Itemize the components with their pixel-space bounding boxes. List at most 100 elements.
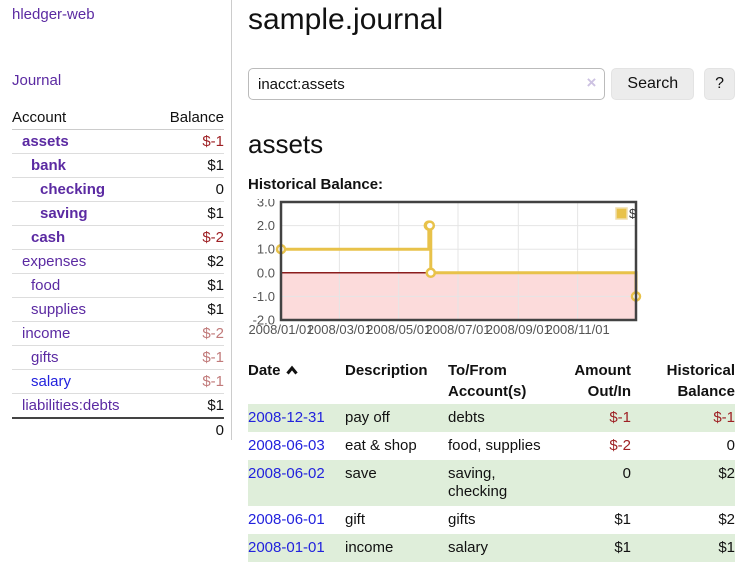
y-axis-tick-label: 2.0 bbox=[257, 218, 275, 233]
account-balance: $1 bbox=[152, 393, 224, 418]
transaction-row: 2008-01-01 income salary $1 $1 bbox=[248, 534, 735, 562]
account-row: supplies $1 bbox=[12, 297, 224, 322]
register-column-header: Date bbox=[248, 358, 345, 404]
transaction-accounts-cell: food, supplies bbox=[448, 437, 541, 454]
page-title: sample.journal bbox=[248, 3, 444, 36]
account-balance: $1 bbox=[152, 153, 224, 178]
account-link[interactable]: salary bbox=[31, 373, 72, 390]
transaction-accounts-cell: debts bbox=[448, 404, 554, 432]
app-title-link[interactable]: hledger-web bbox=[12, 6, 95, 23]
transaction-row: 2008-06-02 save saving, checking 0 $2 bbox=[248, 460, 735, 506]
balance-column-header: Balance bbox=[152, 106, 224, 130]
x-axis-tick-label: 2008/07/01 bbox=[425, 322, 490, 337]
account-row: gifts $-1 bbox=[12, 345, 224, 370]
account-balance: $-2 bbox=[152, 225, 224, 250]
register-table: Date Description To/From Account(s) Amount … bbox=[248, 358, 735, 562]
transaction-row: 2008-06-01 gift gifts $1 $2 bbox=[248, 506, 735, 534]
data-point-marker bbox=[424, 220, 436, 231]
accounts-balance-table: Account Balance assets $-1 bank $1 checking 0… bbox=[12, 106, 224, 442]
account-row: salary $-1 bbox=[12, 369, 224, 394]
help-button[interactable]: ? bbox=[704, 68, 735, 100]
account-row: saving $1 bbox=[12, 201, 224, 226]
transaction-date-cell: 2008-06-03 bbox=[248, 432, 345, 460]
transaction-amount-cell: $-1 bbox=[554, 404, 631, 432]
account-row: income $-2 bbox=[12, 321, 224, 346]
transaction-description-cell: income bbox=[345, 534, 448, 562]
transaction-date-link[interactable]: 2008-06-02 bbox=[248, 465, 325, 482]
transaction-date-link[interactable]: 2008-06-01 bbox=[248, 511, 325, 528]
register-column-header: Description bbox=[345, 362, 428, 379]
transaction-date-link[interactable]: 2008-12-31 bbox=[248, 409, 325, 426]
x-axis-tick-label: 2008/11/01 bbox=[546, 322, 610, 337]
search-input[interactable] bbox=[248, 68, 606, 100]
plot-border bbox=[279, 200, 638, 322]
account-link[interactable]: cash bbox=[31, 229, 66, 246]
account-row: expenses $2 bbox=[12, 249, 224, 274]
account-row: food $1 bbox=[12, 273, 224, 298]
transaction-balance-cell: $1 bbox=[631, 534, 735, 562]
account-link[interactable]: gifts bbox=[31, 349, 59, 366]
transaction-description-cell: pay off bbox=[345, 404, 448, 432]
x-axis-tick-label: 2008/05/01 bbox=[366, 322, 431, 337]
sort-ascending-icon bbox=[285, 365, 298, 375]
account-link[interactable]: bank bbox=[31, 157, 67, 174]
transaction-date-link[interactable]: 2008-01-01 bbox=[248, 539, 325, 556]
y-axis-tick-label: 0.0 bbox=[257, 265, 275, 280]
transaction-row: 2008-06-03 eat & shop food, supplies $-2 0 bbox=[248, 432, 735, 460]
account-link[interactable]: food bbox=[31, 277, 61, 294]
transaction-balance-cell: $2 bbox=[631, 460, 735, 506]
sidebar-item-journal[interactable]: Journal bbox=[12, 72, 62, 89]
account-balance: $-1 bbox=[152, 345, 224, 370]
accounts-total-row: 0 bbox=[12, 417, 224, 442]
account-balance: $-2 bbox=[152, 321, 224, 346]
transaction-balance-cell: $2 bbox=[718, 511, 735, 528]
transaction-amount-cell: 0 bbox=[554, 460, 631, 506]
search-field-wrap: × bbox=[248, 68, 606, 100]
sidebar: hledger-web Journal Account Balance asse… bbox=[0, 0, 232, 442]
account-row: checking 0 bbox=[12, 177, 224, 202]
main-content: sample.journal × Search ? assets Histori… bbox=[233, 0, 742, 582]
account-link[interactable]: assets bbox=[22, 133, 69, 150]
transaction-date-cell: 2008-06-02 bbox=[248, 460, 345, 506]
clear-search-icon[interactable]: × bbox=[586, 73, 597, 92]
x-axis-tick-label: 2008/09/01 bbox=[486, 322, 551, 337]
account-link[interactable]: saving bbox=[40, 205, 88, 222]
transaction-date-link[interactable]: 2008-06-03 bbox=[248, 437, 325, 454]
transaction-amount-cell: $1 bbox=[614, 511, 631, 528]
transaction-amount-cell: $1 bbox=[554, 534, 631, 562]
legend-swatch bbox=[615, 207, 628, 220]
transaction-date-cell: 2008-12-31 bbox=[248, 404, 345, 432]
account-balance: $1 bbox=[152, 273, 224, 298]
register-column-header: Amount Out/In bbox=[574, 362, 631, 400]
search-button[interactable]: Search bbox=[611, 68, 695, 100]
account-balance: $-1 bbox=[152, 369, 224, 394]
accounts-total-balance: 0 bbox=[152, 417, 224, 442]
account-link[interactable]: income bbox=[22, 325, 71, 342]
historical-balance-chart: 3.0 2.0 1.0 0.0 -1.0 -2.0 2008/01/01 2008/03/01… bbox=[248, 195, 735, 345]
transaction-row: 2008-12-31 pay off debts $-1 $-1 bbox=[248, 404, 735, 432]
transaction-accounts-cell: saving, checking bbox=[448, 460, 554, 506]
account-link[interactable]: expenses bbox=[22, 253, 87, 270]
y-axis-tick-label: 1.0 bbox=[257, 242, 275, 257]
accounts-column-header: Account bbox=[12, 106, 153, 130]
account-heading: assets bbox=[248, 129, 324, 159]
transaction-description-cell: gift bbox=[345, 511, 366, 528]
transaction-amount-cell: $-2 bbox=[609, 437, 631, 454]
register-column-header: Historical Balance bbox=[666, 362, 735, 400]
account-row: bank $1 bbox=[12, 153, 224, 178]
account-link[interactable]: liabilities:debts bbox=[22, 397, 120, 414]
y-axis-tick-label: 3.0 bbox=[257, 199, 275, 210]
account-link[interactable]: supplies bbox=[31, 301, 87, 318]
account-balance: $-1 bbox=[202, 133, 224, 150]
x-axis-tick-label: 2008/01/01 bbox=[248, 322, 313, 337]
data-point-marker bbox=[425, 267, 437, 279]
search-bar: × Search ? bbox=[248, 68, 735, 100]
account-row: assets $-1 bbox=[12, 130, 224, 154]
chart-title: Historical Balance: bbox=[248, 176, 384, 193]
y-axis-tick-label: -1.0 bbox=[253, 289, 275, 304]
y-axis-tick-label: -2.0 bbox=[253, 313, 275, 328]
transaction-accounts-cell: gifts bbox=[448, 511, 476, 528]
transaction-accounts-cell: salary bbox=[448, 534, 554, 562]
account-link[interactable]: checking bbox=[40, 181, 106, 198]
